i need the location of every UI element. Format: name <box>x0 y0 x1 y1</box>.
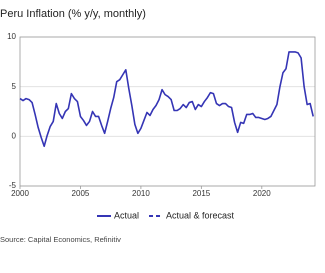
chart-title: Peru Inflation (% y/y, monthly) <box>0 8 146 20</box>
x-tick-label: 2015 <box>192 189 210 198</box>
y-tick-label: 10 <box>7 32 16 41</box>
series-line <box>19 51 314 148</box>
legend-label: Actual & forecast <box>166 210 235 220</box>
x-tick-label: 2020 <box>253 189 271 198</box>
x-tick-label: 2005 <box>72 189 90 198</box>
y-tick-label: -5 <box>9 181 17 190</box>
x-tick-label: 2010 <box>132 189 150 198</box>
source: Source: Capital Economics, Refinitiv <box>0 235 121 244</box>
legend-label: Actual <box>114 210 139 220</box>
y-tick-label: 5 <box>12 82 17 91</box>
y-tick-label: 0 <box>12 131 17 140</box>
x-tick-label: 2000 <box>11 189 29 198</box>
plot-frame <box>19 36 316 187</box>
